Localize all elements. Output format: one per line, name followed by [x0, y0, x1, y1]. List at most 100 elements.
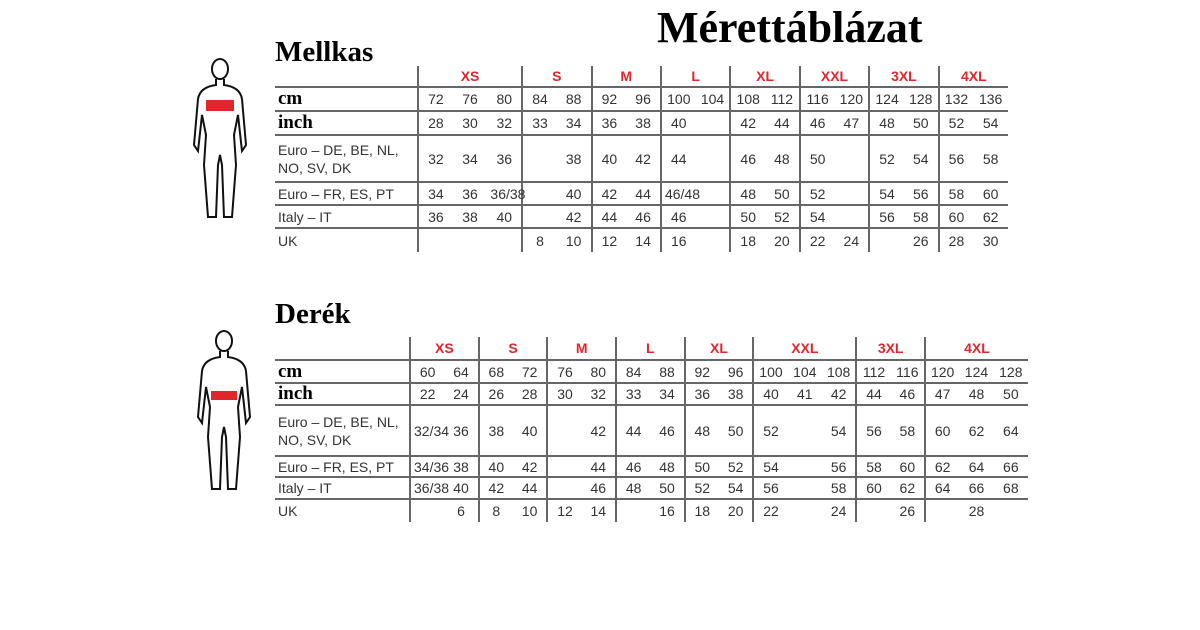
- size-label: S: [477, 337, 548, 360]
- size-label: M: [590, 66, 661, 87]
- size-value-cell: [521, 204, 557, 228]
- size-value-cell: 32/34: [408, 404, 449, 456]
- size-value-cell: 24: [834, 227, 870, 252]
- row-label: Italy – IT: [275, 204, 418, 228]
- size-value-cell: 62: [973, 204, 1009, 228]
- size-label: L: [659, 66, 731, 87]
- size-value-cell: 52: [752, 404, 788, 456]
- size-label: 3XL: [868, 66, 939, 87]
- size-value-cell: 28: [417, 110, 453, 135]
- size-value-cell: [546, 404, 582, 456]
- size-value-cell: 116: [798, 86, 835, 111]
- size-value-cell: 46: [729, 134, 766, 182]
- size-value-cell: 32: [487, 110, 523, 135]
- table-row: cm 60 64 68 72 76 80 84 88 92 96 100 104 108 112 116 120…: [275, 359, 1028, 383]
- table-row: UK 6 8 10 12 14 16 18 20 22 24 26 28: [275, 498, 1028, 522]
- size-value-cell: 48: [683, 404, 719, 456]
- size-value-cell: 72: [417, 86, 453, 111]
- size-value-cell: 40: [487, 204, 523, 228]
- size-label: L: [614, 337, 685, 360]
- size-value-cell: [452, 227, 488, 252]
- size-value-cell: 66: [993, 455, 1028, 477]
- row-label: UK: [275, 227, 418, 252]
- size-value-cell: 56: [752, 476, 788, 499]
- size-value-cell: [787, 498, 822, 522]
- size-value-cell: 28: [959, 498, 994, 522]
- size-value-cell: 38: [718, 382, 754, 405]
- size-value-cell: 34: [650, 382, 685, 405]
- size-value-cell: 116: [890, 359, 925, 383]
- size-value-cell: [993, 498, 1028, 522]
- size-value-cell: 34: [417, 181, 453, 205]
- size-value-cell: 24: [821, 498, 857, 522]
- size-value-cell: 40: [590, 134, 627, 182]
- size-value-cell: 16: [659, 227, 696, 252]
- size-value-cell: 44: [614, 404, 651, 456]
- size-value-cell: 40: [477, 455, 513, 477]
- size-value-cell: 56: [868, 204, 904, 228]
- size-label: XXL: [798, 66, 870, 87]
- header-spacer: [275, 337, 410, 360]
- size-value-cell: 52: [765, 204, 800, 228]
- size-value-cell: 62: [890, 476, 925, 499]
- size-value-cell: 44: [512, 476, 548, 499]
- size-value-cell: 52: [937, 110, 974, 135]
- size-value-cell: 28: [937, 227, 974, 252]
- size-value-cell: 58: [973, 134, 1009, 182]
- size-header-row: XS S M L XL XXL 3XL 4XL: [275, 66, 1009, 87]
- size-value-cell: 50: [765, 181, 800, 205]
- size-value-cell: 33: [521, 110, 557, 135]
- size-label: M: [546, 337, 616, 360]
- header-spacer: [275, 66, 418, 87]
- size-value-cell: [408, 498, 445, 522]
- size-value-cell: 128: [993, 359, 1028, 383]
- size-value-cell: 54: [973, 110, 1009, 135]
- size-value-cell: 68: [993, 476, 1028, 499]
- size-value-cell: 48: [765, 134, 800, 182]
- size-value-cell: 62: [923, 455, 960, 477]
- size-value-cell: 112: [855, 359, 891, 383]
- size-value-cell: 47: [923, 382, 960, 405]
- size-value-cell: 40: [752, 382, 788, 405]
- size-value-cell: 40: [659, 110, 696, 135]
- size-value-cell: [834, 204, 870, 228]
- size-value-cell: 44: [626, 181, 661, 205]
- size-value-cell: 32: [581, 382, 616, 405]
- size-value-cell: 34: [452, 134, 488, 182]
- size-value-cell: [923, 498, 960, 522]
- size-value-cell: 44: [581, 455, 616, 477]
- size-value-cell: [695, 134, 731, 182]
- size-value-cell: 46: [581, 476, 616, 499]
- size-label: 3XL: [855, 337, 925, 360]
- table-row: Euro – DE, BE, NL, NO, SV, DK 32 34 36 38 40 4…: [275, 134, 1009, 182]
- size-value-cell: 84: [521, 86, 557, 111]
- size-value-cell: 104: [695, 86, 731, 111]
- size-value-cell: 48: [729, 181, 766, 205]
- size-value-cell: 50: [729, 204, 766, 228]
- size-value-cell: 66: [959, 476, 994, 499]
- row-label: Euro – FR, ES, PT: [275, 181, 418, 205]
- size-value-cell: [834, 181, 870, 205]
- size-value-cell: 50: [903, 110, 939, 135]
- size-value-cell: 84: [614, 359, 651, 383]
- size-value-cell: [521, 134, 557, 182]
- size-value-cell: 56: [903, 181, 939, 205]
- size-value-cell: 42: [821, 382, 857, 405]
- size-value-cell: [546, 476, 582, 499]
- size-value-cell: 46: [890, 382, 925, 405]
- size-value-cell: [521, 181, 557, 205]
- size-value-cell: [787, 476, 822, 499]
- size-value-cell: 12: [546, 498, 582, 522]
- size-value-cell: 38: [477, 404, 513, 456]
- size-value-cell: 52: [868, 134, 904, 182]
- size-value-cell: 72: [512, 359, 548, 383]
- size-value-cell: 64: [993, 404, 1028, 456]
- size-label: XS: [416, 66, 523, 87]
- size-value-cell: 54: [718, 476, 754, 499]
- size-value-cell: 68: [477, 359, 513, 383]
- size-value-cell: 46: [650, 404, 685, 456]
- size-value-cell: [695, 181, 731, 205]
- size-value-cell: 132: [937, 86, 974, 111]
- table-row: UK 8 10 12 14 16 18 20 22 24 26 28 30: [275, 227, 1009, 252]
- table-row: Italy – IT 36/38 40 42 44 46 48 50 52 54 56 58 60 62 6…: [275, 476, 1028, 499]
